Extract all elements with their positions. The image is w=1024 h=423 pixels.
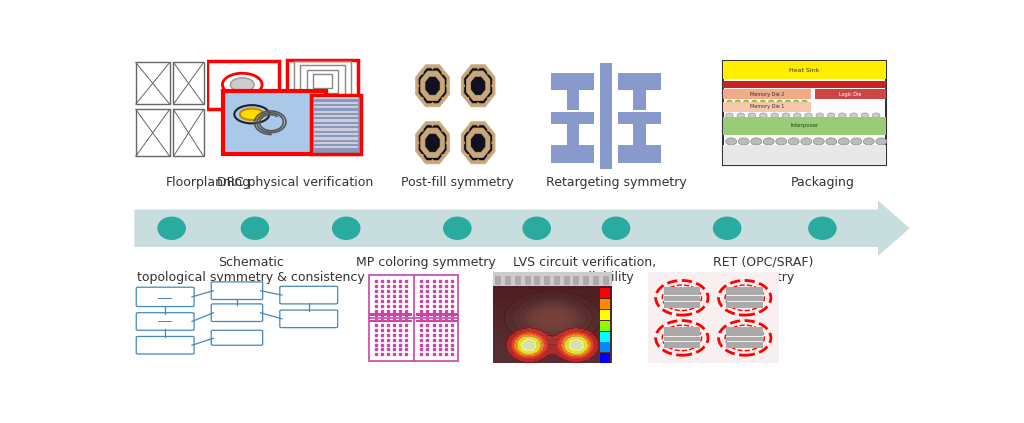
Ellipse shape bbox=[241, 217, 269, 240]
Text: LVS circuit verification,
PEX & reliability: LVS circuit verification, PEX & reliabil… bbox=[513, 256, 656, 284]
Text: Floorplanning: Floorplanning bbox=[166, 176, 251, 189]
Text: Packaging: Packaging bbox=[791, 176, 854, 189]
Ellipse shape bbox=[713, 217, 741, 240]
Ellipse shape bbox=[158, 217, 186, 240]
Polygon shape bbox=[134, 201, 909, 256]
Text: RET (OPC/SRAF)
symmetry: RET (OPC/SRAF) symmetry bbox=[713, 256, 813, 284]
Text: Post-fill symmetry: Post-fill symmetry bbox=[401, 176, 514, 189]
Ellipse shape bbox=[443, 217, 472, 240]
Text: Schematic
topological symmetry & consistency: Schematic topological symmetry & consist… bbox=[137, 256, 365, 284]
Text: DRC physical verification: DRC physical verification bbox=[216, 176, 373, 189]
Ellipse shape bbox=[602, 217, 631, 240]
Ellipse shape bbox=[522, 217, 551, 240]
Ellipse shape bbox=[332, 217, 360, 240]
Text: MP coloring symmetry: MP coloring symmetry bbox=[355, 256, 496, 269]
Text: Retargeting symmetry: Retargeting symmetry bbox=[546, 176, 686, 189]
Ellipse shape bbox=[808, 217, 837, 240]
